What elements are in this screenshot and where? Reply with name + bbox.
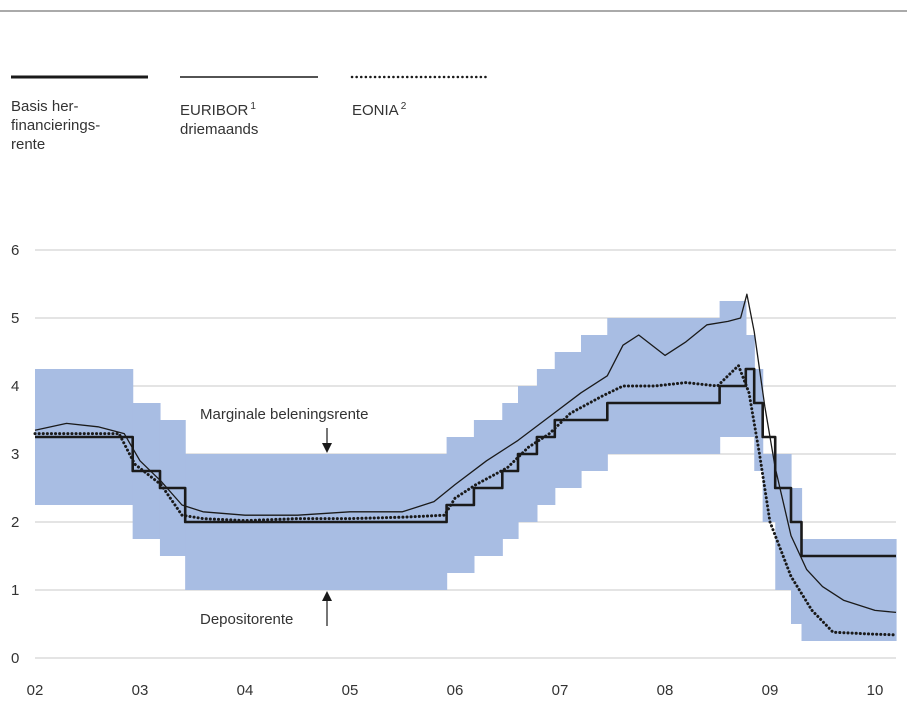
x-tick-label-10: 10 [867,682,884,699]
arrow-deposit-head [322,591,332,601]
annotation-marginal: Marginale beleningsrente [200,406,368,423]
corridor-segment [775,454,792,590]
x-tick-label-08: 08 [657,682,674,699]
x-tick-label-03: 03 [132,682,149,699]
corridor-segment [581,335,608,471]
y-tick-label-5: 5 [11,310,19,327]
legend-euribor-footnote: 1 [250,101,256,112]
y-tick-label-3: 3 [11,446,19,463]
arrow-marginal-head [322,443,332,453]
y-tick-label-2: 2 [11,514,19,531]
x-tick-label-05: 05 [342,682,359,699]
annotation-group: Marginale beleningsrente Depositorente [200,406,368,628]
corridor-segment [801,539,897,641]
legend-euribor-sub: driemaands [180,121,259,138]
x-axis: 02 03 04 05 06 07 08 09 10 [27,682,884,699]
corridor-segment [607,318,721,454]
y-tick-label-4: 4 [11,378,19,395]
corridor-segment [754,369,764,471]
y-tick-label-0: 0 [11,650,19,667]
y-tick-label-6: 6 [11,242,19,259]
corridor-segment [762,454,776,522]
series-group [33,293,898,637]
series-line-thin [34,293,897,614]
y-tick-label-1: 1 [11,582,19,599]
x-tick-label-07: 07 [552,682,569,699]
legend-eonia-name: EONIA [352,102,399,119]
annotation-deposit: Depositorente [200,611,293,628]
corridor-segment [791,488,803,624]
legend-label-euribor: EURIBOR 1 driemaands [180,97,258,139]
series-line-thick [35,367,896,558]
x-tick-label-02: 02 [27,682,44,699]
corridor-segment [745,335,755,437]
x-tick-label-04: 04 [237,682,254,699]
legend-label-eonia: EONIA 2 [352,97,406,120]
x-tick-label-06: 06 [447,682,464,699]
legend-label-refinancing: Basis her- financierings- rente [11,98,101,153]
legend-euribor-name: EURIBOR [180,102,249,119]
y-axis: 0 1 2 3 4 5 6 [11,242,19,667]
x-tick-label-09: 09 [762,682,779,699]
corridor-segment [719,301,747,437]
legend-eonia-footnote: 2 [400,101,407,112]
